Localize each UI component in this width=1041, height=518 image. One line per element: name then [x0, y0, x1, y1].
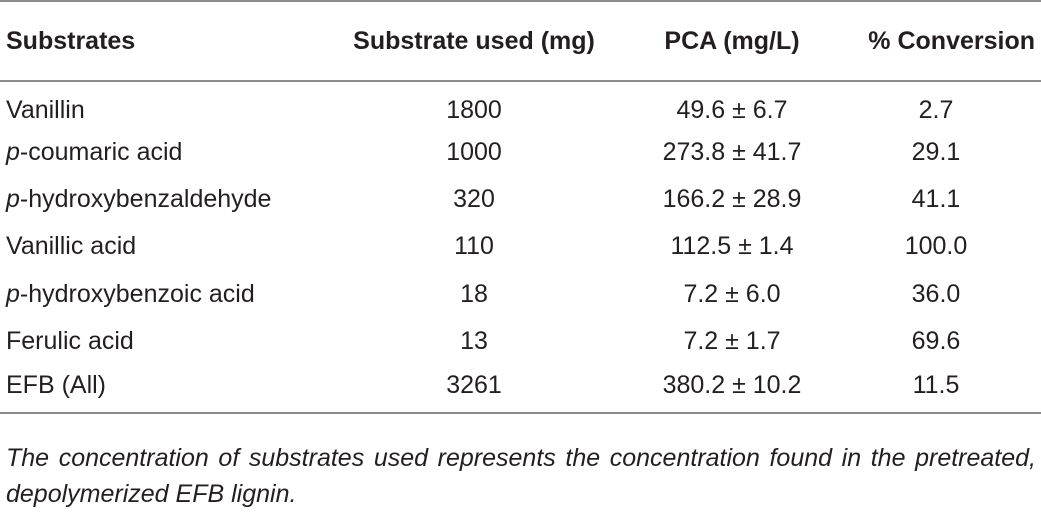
- substrate-used-cell: 110: [454, 232, 494, 261]
- header-substrates: Substrates: [0, 0, 315, 82]
- table-header: Substrates Substrate used (mg) PCA (mg/L…: [0, 0, 1041, 82]
- table-row: p-hydroxybenzaldehyde 320 166.2 ± 28.9 4…: [0, 176, 1041, 223]
- substrate-used-cell: 13: [460, 327, 488, 356]
- substrate-name: Vanillic acid: [0, 223, 315, 270]
- results-table: Substrates Substrate used (mg) PCA (mg/L…: [0, 0, 1041, 414]
- table-row: Vanillin 1800 49.6 ± 6.7 2.7: [0, 81, 1041, 128]
- table-row: Vanillic acid 110 112.5 ± 1.4 100.0: [0, 223, 1041, 270]
- substrate-label: -hydroxybenzaldehyde: [19, 184, 272, 213]
- table-footnote: The concentration of substrates used rep…: [6, 444, 1036, 508]
- header-row: Substrates Substrate used (mg) PCA (mg/L…: [0, 0, 1041, 82]
- table-body: Vanillin 1800 49.6 ± 6.7 2.7 p-coumaric …: [0, 81, 1041, 414]
- substrate-label: -coumaric acid: [19, 137, 183, 166]
- substrate-used-cell: 18: [460, 279, 488, 308]
- substrate-used-cell: 320: [453, 184, 495, 213]
- pca-cell: 166.2 ± 28.9: [662, 184, 802, 213]
- italic-prefix: p: [6, 184, 20, 213]
- substrate-used-cell: 1000: [446, 137, 502, 166]
- header-substrate-used: Substrate used (mg): [315, 0, 633, 82]
- substrate-label: Vanillic acid: [6, 232, 137, 261]
- substrate-name: Vanillin: [0, 81, 315, 128]
- header-conversion: % Conversion: [831, 0, 1041, 82]
- pca-cell: 7.2 ± 1.7: [683, 327, 781, 356]
- table-row: p-coumaric acid 1000 273.8 ± 41.7 29.1: [0, 128, 1041, 175]
- italic-prefix: p: [6, 137, 20, 166]
- substrate-name: Ferulic acid: [0, 318, 315, 365]
- substrate-used-cell: 1800: [446, 95, 502, 124]
- conversion-cell: 100.0: [904, 232, 968, 261]
- pca-cell: 273.8 ± 41.7: [662, 137, 802, 166]
- pca-cell: 7.2 ± 6.0: [683, 279, 781, 308]
- conversion-cell: 41.1: [911, 184, 961, 213]
- conversion-cell: 36.0: [911, 279, 961, 308]
- table-row: EFB (All) 3261 380.2 ± 10.2 11.5: [0, 365, 1041, 414]
- table-row: p-hydroxybenzoic acid 18 7.2 ± 6.0 36.0: [0, 271, 1041, 318]
- italic-prefix: p: [6, 279, 20, 308]
- pca-cell: 49.6 ± 6.7: [676, 95, 788, 124]
- pca-cell: 380.2 ± 10.2: [633, 365, 831, 414]
- substrate-label: Ferulic acid: [6, 327, 134, 356]
- substrate-name: p-hydroxybenzoic acid: [0, 271, 315, 318]
- substrate-label: -hydroxybenzoic acid: [19, 279, 255, 308]
- conversion-cell: 2.7: [918, 95, 954, 124]
- conversion-cell: 11.5: [831, 365, 1041, 414]
- substrate-used-cell: 3261: [315, 365, 633, 414]
- table-row: Ferulic acid 13 7.2 ± 1.7 69.6: [0, 318, 1041, 365]
- substrate-name: EFB (All): [0, 365, 315, 414]
- header-pca: PCA (mg/L): [633, 0, 831, 82]
- substrate-name: p-coumaric acid: [0, 128, 315, 175]
- conversion-cell: 29.1: [911, 137, 961, 166]
- pca-cell: 112.5 ± 1.4: [670, 232, 794, 261]
- conversion-cell: 69.6: [911, 327, 961, 356]
- substrate-name: p-hydroxybenzaldehyde: [0, 176, 315, 223]
- substrate-label: Vanillin: [6, 95, 85, 124]
- substrate-label: EFB (All): [6, 371, 106, 400]
